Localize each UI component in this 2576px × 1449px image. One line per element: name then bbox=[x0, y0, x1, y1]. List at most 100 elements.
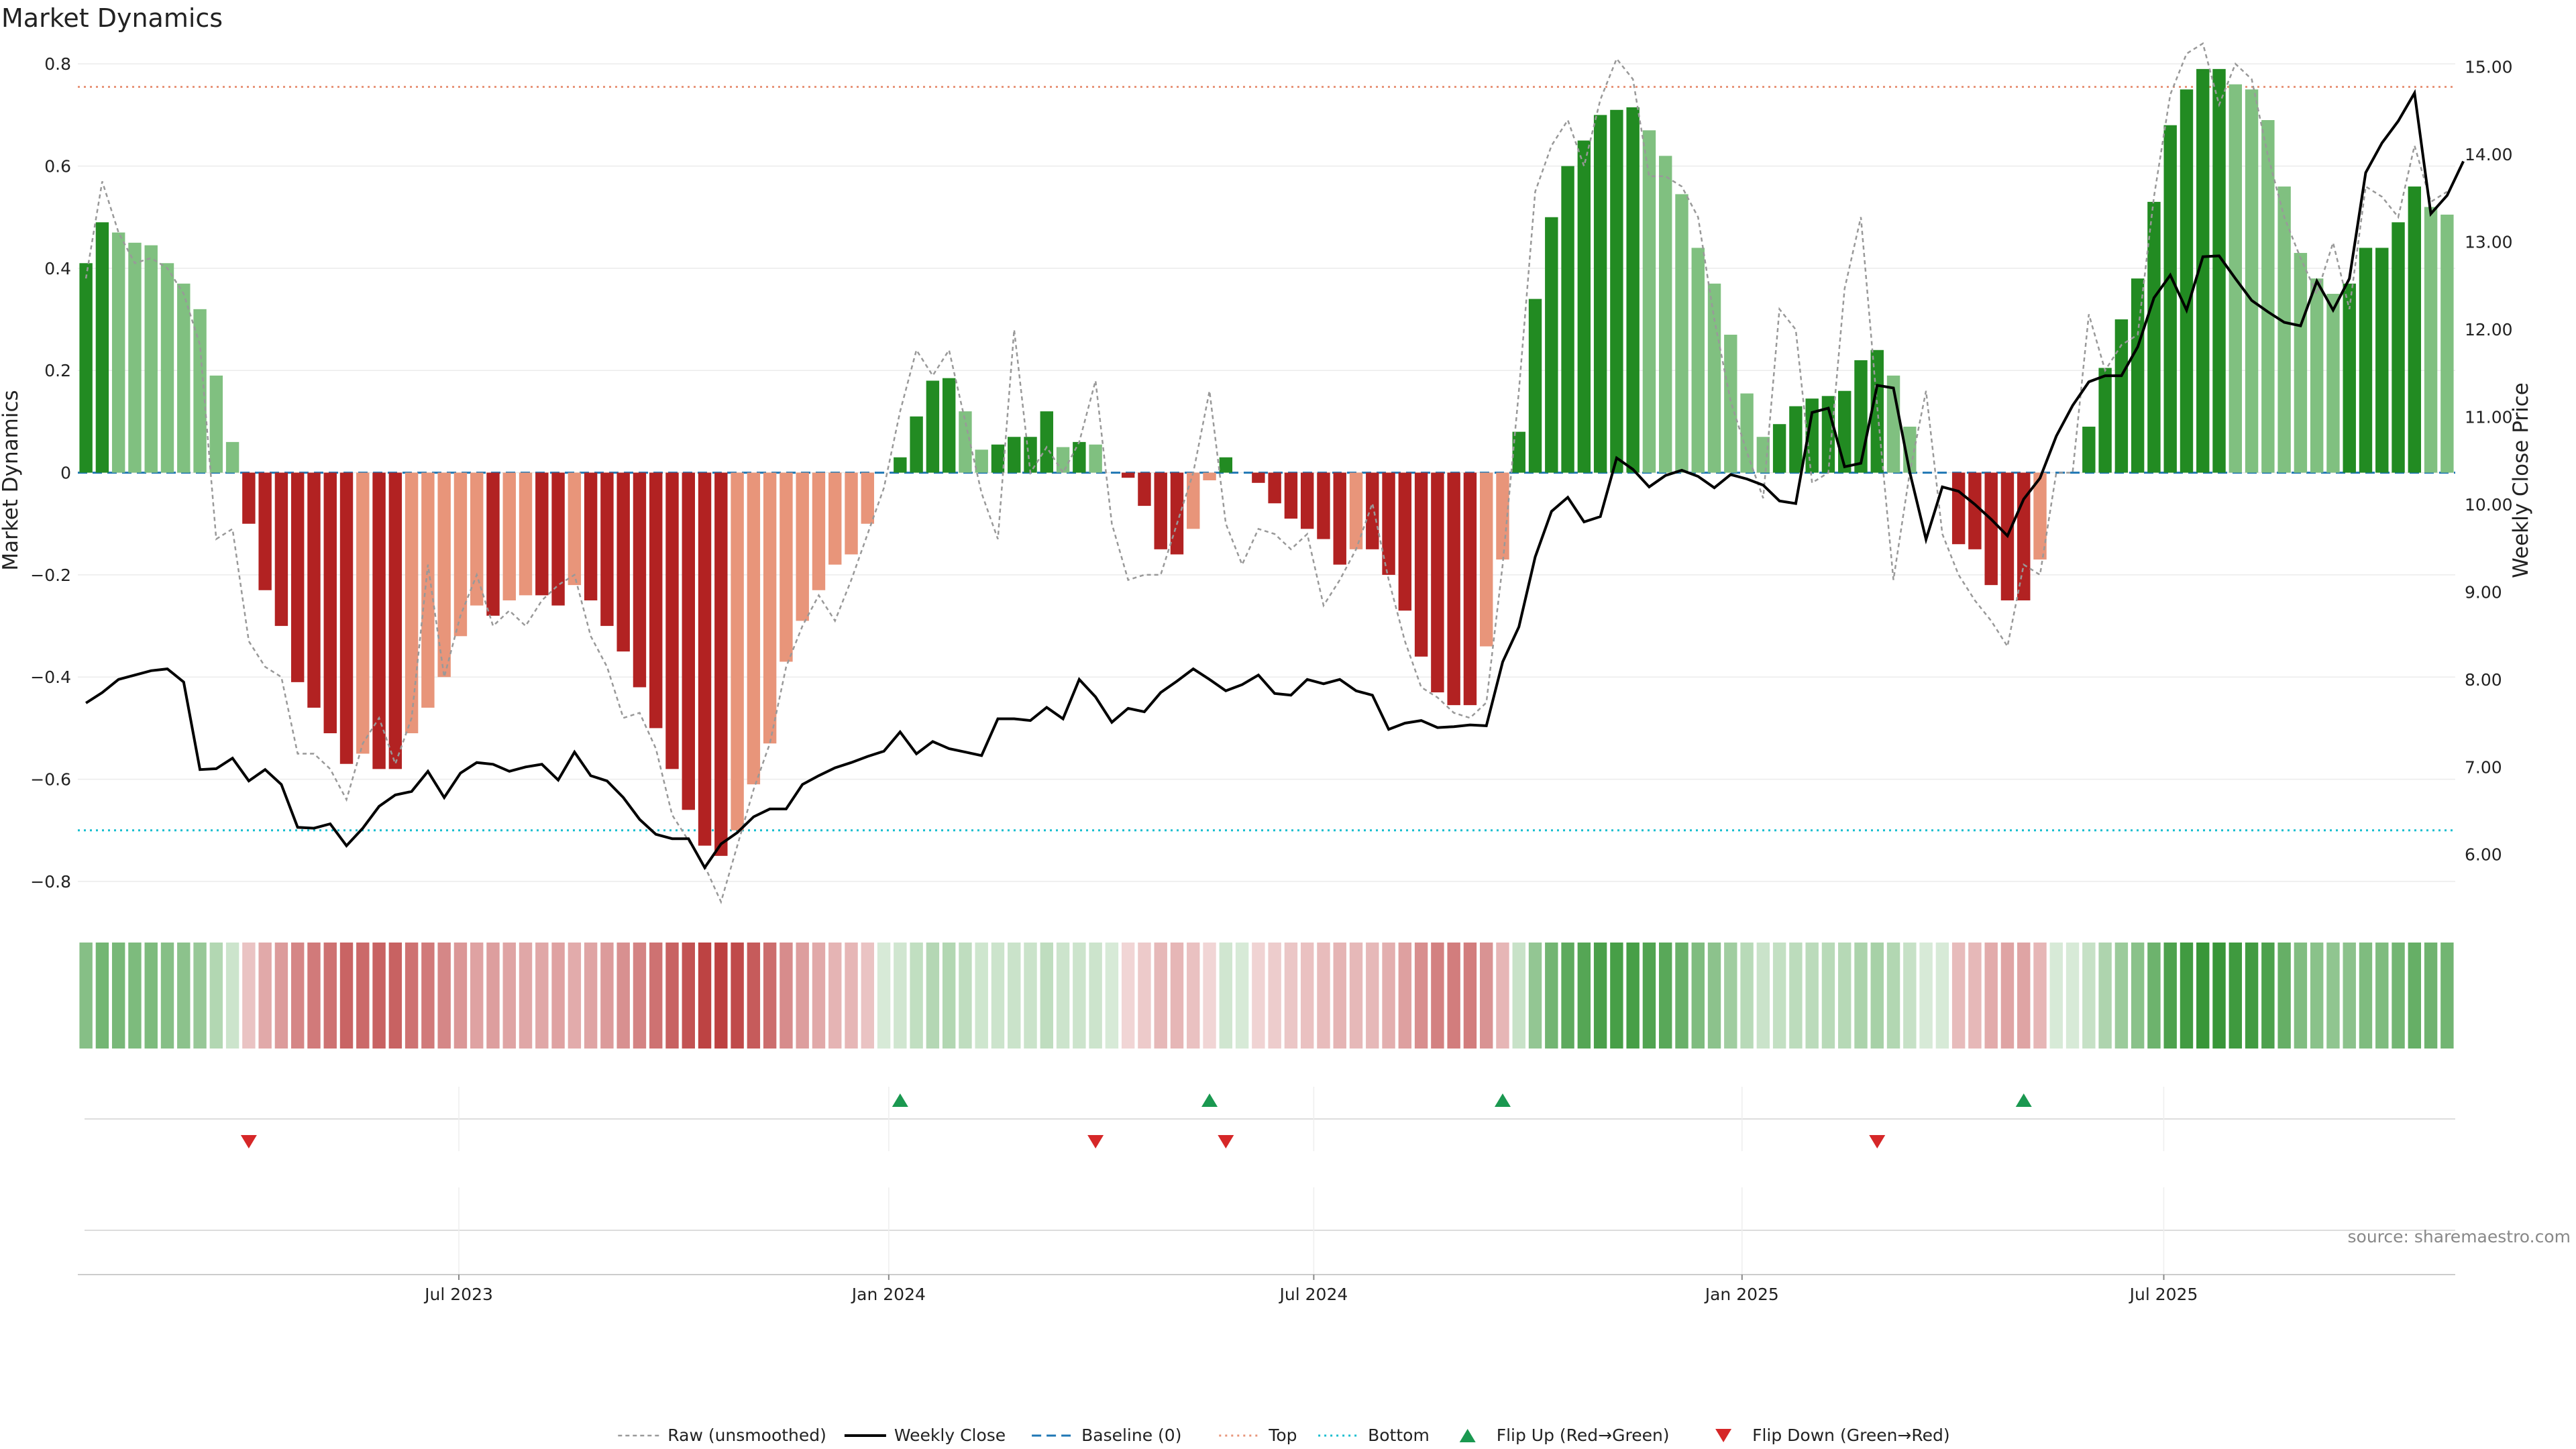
momentum-bar bbox=[1187, 472, 1200, 529]
legend-label: Flip Down (Green→Red) bbox=[1752, 1426, 1950, 1445]
momentum-bar bbox=[1349, 472, 1363, 549]
left-tick-label: 0 bbox=[60, 464, 71, 483]
regime-cell bbox=[1317, 943, 1330, 1049]
momentum-bar bbox=[388, 472, 402, 769]
left-tick-label: −0.4 bbox=[30, 667, 71, 687]
left-tick-label: 0.2 bbox=[44, 361, 71, 380]
regime-cell bbox=[209, 943, 223, 1049]
momentum-bar bbox=[2163, 125, 2177, 473]
momentum-bar bbox=[95, 222, 109, 473]
momentum-bar bbox=[1838, 390, 1851, 473]
momentum-bar bbox=[421, 472, 435, 708]
momentum-bar bbox=[405, 472, 419, 734]
momentum-bar bbox=[274, 472, 288, 627]
regime-cell bbox=[1724, 943, 1737, 1049]
momentum-bar bbox=[780, 472, 793, 662]
momentum-bar bbox=[2310, 278, 2324, 473]
momentum-bar bbox=[584, 472, 598, 600]
momentum-bar bbox=[861, 472, 874, 524]
right-tick-label: 11.00 bbox=[2465, 407, 2513, 427]
momentum-bar bbox=[1675, 194, 1688, 473]
right-tick-label: 7.00 bbox=[2465, 757, 2502, 777]
momentum-bars bbox=[79, 68, 2454, 856]
weekly-close-line bbox=[85, 89, 2465, 871]
regime-cell bbox=[1984, 943, 1998, 1049]
momentum-bar bbox=[1138, 472, 1151, 506]
regime-cell bbox=[1642, 943, 1656, 1049]
regime-cell bbox=[796, 943, 809, 1049]
regime-cell bbox=[747, 943, 761, 1049]
momentum-bar bbox=[1691, 248, 1705, 473]
momentum-bar bbox=[1366, 472, 1379, 549]
regime-cell bbox=[1366, 943, 1379, 1049]
regime-cell bbox=[502, 943, 516, 1049]
momentum-bar bbox=[1024, 437, 1037, 473]
legend-label: Bottom bbox=[1368, 1426, 1430, 1445]
regime-cell bbox=[225, 943, 239, 1049]
regime-cell bbox=[1496, 943, 1509, 1049]
regime-cell bbox=[79, 943, 93, 1049]
momentum-bar bbox=[698, 472, 712, 846]
legend-item-flip-down: Flip Down (Green→Red) bbox=[1715, 1426, 1950, 1445]
regime-cell bbox=[2277, 943, 2291, 1049]
legend-swatch bbox=[1459, 1429, 1476, 1442]
right-tick-label: 14.00 bbox=[2465, 145, 2513, 164]
regime-cell bbox=[1610, 943, 1623, 1049]
regime-cell bbox=[177, 943, 191, 1049]
momentum-bar bbox=[1154, 472, 1167, 549]
momentum-bar bbox=[1073, 441, 1086, 473]
regime-cell bbox=[2359, 943, 2373, 1049]
regime-cell bbox=[616, 943, 630, 1049]
x-tick-label: Jan 2025 bbox=[1704, 1285, 1779, 1304]
momentum-bar bbox=[323, 472, 337, 734]
legend-item-flip-up: Flip Up (Red→Green) bbox=[1459, 1426, 1670, 1445]
momentum-bar bbox=[616, 472, 630, 652]
regime-cell bbox=[1838, 943, 1851, 1049]
regime-cell bbox=[1577, 943, 1591, 1049]
regime-cell bbox=[95, 943, 109, 1049]
momentum-bar bbox=[633, 472, 647, 688]
momentum-bar bbox=[828, 472, 842, 565]
momentum-bar bbox=[942, 378, 956, 473]
regime-cell bbox=[763, 943, 777, 1049]
flip-down-marker bbox=[240, 1135, 257, 1148]
regime-cell bbox=[1089, 943, 1102, 1049]
regime-cell bbox=[2245, 943, 2259, 1049]
momentum-bar bbox=[258, 472, 272, 590]
regime-cell bbox=[1024, 943, 1037, 1049]
momentum-bar bbox=[1219, 457, 1233, 473]
momentum-bar bbox=[2294, 253, 2308, 473]
legend: Raw (unsmoothed) Weekly Close Baseline (0)… bbox=[618, 1426, 1950, 1445]
momentum-bar bbox=[502, 472, 516, 600]
momentum-bar bbox=[1724, 334, 1737, 473]
momentum-bar bbox=[111, 232, 125, 473]
regime-cell bbox=[568, 943, 582, 1049]
legend-label: Weekly Close bbox=[894, 1426, 1006, 1445]
momentum-bar bbox=[812, 472, 826, 590]
regime-cell bbox=[682, 943, 695, 1049]
regime-cell bbox=[2212, 943, 2226, 1049]
x-tick-label: Jul 2025 bbox=[2129, 1285, 2198, 1304]
regime-cell bbox=[1968, 943, 1982, 1049]
regime-cell bbox=[453, 943, 468, 1049]
regime-cell bbox=[2229, 943, 2243, 1049]
left-tick-label: −0.2 bbox=[30, 566, 71, 585]
regime-cell bbox=[1626, 943, 1640, 1049]
regime-cell bbox=[2375, 943, 2389, 1049]
left-y-axis: 0.8 0.6 0.4 0.2 0 −0.2 −0.4 −0.6 −0.8 bbox=[30, 54, 71, 892]
momentum-bar bbox=[731, 472, 744, 830]
momentum-bar bbox=[1626, 107, 1640, 473]
x-tick-label: Jul 2023 bbox=[423, 1285, 493, 1304]
regime-cell bbox=[2049, 943, 2063, 1049]
regime-cell bbox=[290, 943, 305, 1049]
regime-cell bbox=[1756, 943, 1770, 1049]
regime-cell bbox=[861, 943, 874, 1049]
flip-down-marker bbox=[1869, 1135, 1886, 1148]
momentum-bar bbox=[2277, 186, 2291, 473]
regime-cell bbox=[2065, 943, 2080, 1049]
momentum-bar bbox=[1398, 472, 1412, 611]
momentum-bar bbox=[1707, 283, 1721, 473]
flip-down-marker bbox=[1218, 1135, 1234, 1148]
regime-cell bbox=[910, 943, 923, 1049]
regime-cell bbox=[1919, 943, 1933, 1049]
